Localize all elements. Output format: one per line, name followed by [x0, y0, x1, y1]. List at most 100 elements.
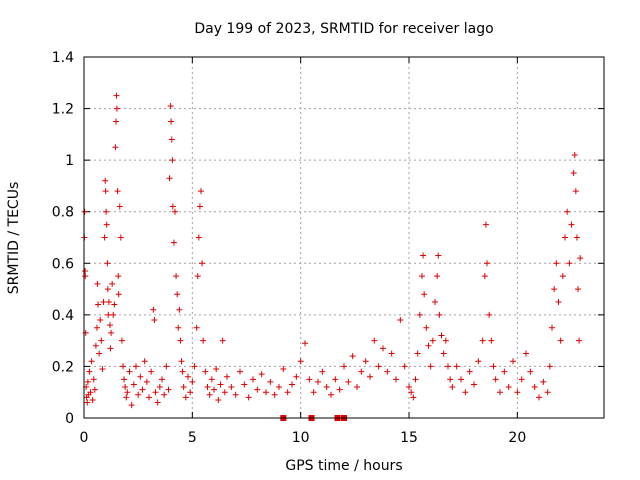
data-point	[576, 337, 583, 344]
data-point	[328, 391, 334, 398]
data-point	[445, 363, 451, 370]
data-point	[109, 280, 116, 287]
data-point	[436, 311, 443, 318]
data-point	[293, 373, 300, 380]
data-point	[84, 378, 91, 385]
data-point	[245, 394, 252, 401]
data-point	[435, 252, 442, 259]
data-point	[393, 376, 399, 383]
data-point	[101, 234, 108, 241]
data-point	[397, 317, 404, 324]
data-point	[571, 151, 578, 158]
data-point	[206, 391, 213, 398]
data-point	[86, 368, 93, 375]
data-point	[423, 324, 430, 331]
plot-frame	[83, 56, 605, 419]
data-point	[336, 386, 343, 393]
data-point	[88, 358, 95, 365]
data-point	[271, 391, 278, 398]
data-point	[484, 260, 490, 267]
data-point	[208, 376, 215, 383]
data-point	[199, 260, 206, 267]
data-point	[118, 337, 125, 344]
x-tick-label: 10	[292, 430, 310, 446]
data-point	[124, 389, 131, 396]
data-point	[570, 170, 577, 177]
data-point	[425, 342, 432, 349]
data-point	[180, 384, 187, 391]
data-point	[416, 311, 423, 318]
data-point	[107, 322, 113, 329]
data-point	[427, 363, 434, 370]
data-point	[187, 389, 194, 396]
data-point	[100, 298, 107, 305]
data-point	[482, 221, 489, 228]
data-point	[577, 255, 584, 262]
data-point	[92, 342, 99, 349]
data-point	[564, 208, 571, 215]
data-point	[170, 239, 177, 246]
data-point	[172, 208, 178, 215]
data-point	[371, 337, 378, 344]
data-point	[193, 324, 200, 331]
data-point	[375, 363, 382, 370]
data-point	[165, 386, 172, 393]
data-point	[388, 350, 395, 357]
data-point	[479, 337, 486, 344]
data-point	[112, 144, 119, 151]
data-point	[219, 337, 226, 344]
data-point	[408, 389, 415, 396]
data-point	[406, 384, 412, 391]
data-point	[354, 384, 360, 391]
data-point	[442, 337, 449, 344]
data-point	[412, 376, 419, 383]
data-point	[168, 118, 175, 125]
data-point	[113, 92, 120, 99]
data-point	[568, 221, 575, 228]
data-points	[81, 92, 584, 409]
data-point	[323, 384, 330, 391]
y-tick-label: 1.4	[52, 50, 74, 66]
data-point	[102, 188, 109, 195]
data-point	[566, 260, 573, 267]
data-point	[154, 399, 161, 406]
y-tick-label: 0.2	[52, 359, 74, 375]
data-point	[505, 384, 512, 391]
y-tick-label: 1	[65, 153, 74, 169]
data-point	[380, 345, 386, 352]
data-point	[453, 363, 460, 370]
data-point	[462, 389, 469, 396]
data-point	[497, 389, 503, 396]
data-point	[94, 324, 100, 331]
x-tick-label: 15	[400, 430, 418, 446]
data-point	[237, 368, 243, 375]
data-point	[96, 350, 103, 357]
data-point	[531, 384, 538, 391]
y-tick-label: 0.6	[52, 256, 74, 272]
data-point	[107, 345, 114, 352]
data-point	[458, 376, 464, 383]
data-point	[102, 177, 109, 184]
data-point	[466, 368, 473, 375]
data-point	[151, 317, 158, 324]
data-point	[319, 368, 326, 375]
data-point	[358, 368, 365, 375]
data-point	[267, 378, 274, 385]
data-point	[176, 306, 183, 313]
data-point	[146, 394, 152, 401]
data-point	[111, 301, 118, 308]
data-point	[95, 301, 102, 308]
data-point	[289, 381, 295, 388]
data-point	[115, 273, 122, 280]
data-point	[280, 366, 287, 373]
data-point	[191, 363, 198, 370]
data-point	[130, 381, 137, 388]
data-point	[310, 389, 317, 396]
data-point	[99, 366, 106, 373]
x-tick-label: 5	[188, 430, 197, 446]
data-point	[105, 298, 112, 305]
data-point	[523, 350, 529, 357]
data-point	[254, 386, 261, 393]
data-point	[501, 368, 508, 375]
